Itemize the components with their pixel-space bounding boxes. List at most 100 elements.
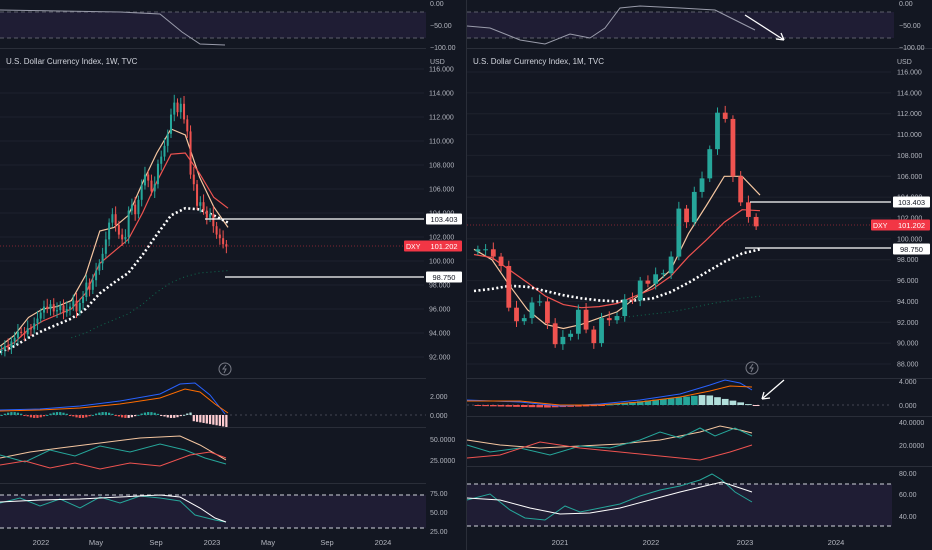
left-macd-bar [195,415,199,422]
left-chart-panel[interactable]: U.S. Dollar Currency Index, 1W, TVC USD … [0,0,462,547]
right-ema-lines [473,175,761,330]
left-candle-body [16,331,19,338]
right-macd-bar [629,402,636,405]
left-macd-bar [72,415,75,417]
right-macd-bar [513,405,520,407]
left-macd-bar [36,415,39,418]
left-candle-body [186,119,189,132]
right-candle-body [746,202,751,217]
left-macd-bar [147,412,150,415]
left-lightning-icon[interactable] [218,362,232,376]
left-candle-body [124,237,127,240]
left-macd-bar [33,415,36,418]
left-macd-bar [124,415,127,418]
left-level-badge-98 [426,271,462,283]
right-candle-body [715,112,720,150]
left-sub-tick-label: −100.00 [430,45,456,52]
left-sub-tick-label: 0.000 [430,413,448,420]
left-sub-tick-label: 25.00 [430,529,448,536]
right-time-tick-label: 2024 [828,538,845,547]
left-macd-bar [3,413,7,415]
right-macd-bar [598,405,605,406]
right-time-tick-label: 2023 [737,538,754,547]
right-price-tick-label: 88.000 [897,362,919,369]
right-candle-body [707,149,713,179]
right-candle-body [583,309,589,330]
right-sub-tick-label: 40.0000 [899,420,924,427]
left-currency-label: USD [430,59,445,66]
left-candle-body [166,133,169,146]
left-macd-bar [121,415,124,418]
left-price-axis: 116.000 114.000 112.000 110.000 108.000 106.0… [429,67,454,362]
right-macd-histogram [474,395,760,408]
left-candle-body [7,346,10,348]
left-macd-bar [52,412,55,415]
right-candle-body [568,333,574,337]
left-time-tick-label: 2023 [204,538,221,547]
left-time-tick-label: 2024 [375,538,392,547]
right-ema-long-line [616,295,761,319]
left-candle-body [95,270,98,281]
right-candle-body [545,301,550,324]
left-macd-bar [221,415,225,427]
left-last-price: 101.202 [430,242,457,251]
left-macd-bar [7,412,10,415]
left-rsi-green-line [0,495,227,523]
left-candle-body [196,184,199,206]
left-macd-bar [156,413,160,415]
left-price-tick-label: 116.000 [429,67,454,74]
right-candle-body [653,274,659,284]
right-candle-body [676,208,682,257]
left-candle-body [209,214,212,218]
right-candle-body [722,112,728,119]
left-macd-bar [13,412,16,415]
right-macd-arrow-icon [761,379,785,400]
right-lightning-glyph-icon [749,363,754,373]
right-candle-body [699,178,705,192]
right-last-price: 101.202 [898,221,925,230]
right-candle-body [490,249,496,257]
right-lightning-icon[interactable] [745,361,759,375]
left-candle-body [163,145,166,157]
left-macd-pane [0,382,426,427]
right-macd-bar [652,399,660,405]
right-macd-bar [528,405,536,408]
left-candle-body [55,310,59,312]
left-macd-bar [98,412,101,415]
left-macd-bar [29,415,33,418]
right-chart-panel[interactable]: U.S. Dollar Currency Index, 1M, TVC USD … [466,1,932,547]
right-candle-body [529,302,535,319]
right-top-rsi-band [467,12,894,38]
right-candle-body [660,273,666,275]
left-macd-bar [166,415,169,418]
left-candle-body [3,346,6,350]
left-sub-axis: 0.00 −50.00 −100.00 2.000 0.000 50.0000 25.000… [430,1,456,536]
right-candle-body [475,249,481,252]
left-candle-body [33,323,36,330]
right-macd-pane [466,379,892,408]
right-candle-body [684,208,689,223]
right-sub-tick-label: 60.00 [899,492,917,499]
left-price-tick-label: 102.000 [429,235,454,242]
right-ema-white-line [473,248,761,303]
right-rsi-green-line [466,473,753,521]
left-candle-body [130,204,133,211]
right-macd-bar [729,400,737,405]
right-candle-body [753,216,759,227]
right-time-tick-label: 2021 [552,538,569,547]
right-macd-bar [505,405,513,407]
left-sub-tick-label: 0.00 [430,1,444,8]
right-candle-body [599,318,604,344]
right-macd-bar [544,405,551,408]
right-macd-bar [474,405,482,406]
right-candle-body [691,191,697,223]
left-chart-title: U.S. Dollar Currency Index, 1W, TVC [6,57,138,66]
left-macd-bar [16,412,20,415]
left-top-rsi-band [0,12,426,38]
left-candle-body [218,234,221,239]
right-macd-bar [621,402,629,405]
left-candle-body [0,349,3,351]
left-lightning-glyph-icon [222,364,227,374]
left-macd-bar [199,415,202,423]
